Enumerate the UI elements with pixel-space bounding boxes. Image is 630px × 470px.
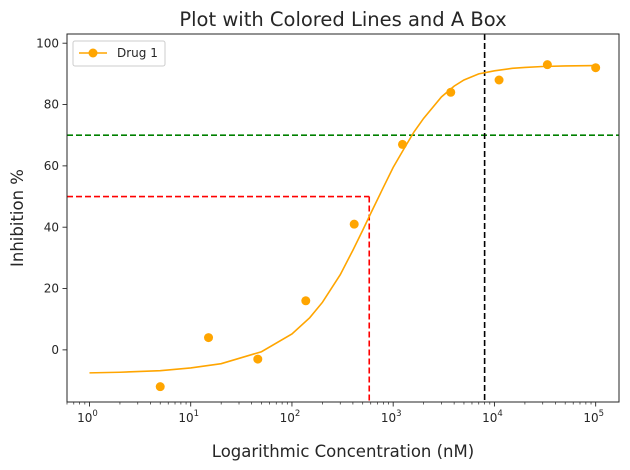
y-tick-label: 40 [44, 220, 59, 234]
y-tick-label: 100 [36, 36, 59, 50]
x-axis-title: Logarithmic Concentration (nM) [212, 442, 474, 461]
legend: Drug 1 [72, 40, 166, 67]
x-major-ticks: 100 101 102 103 104 105 [77, 402, 604, 425]
plot-background [67, 34, 619, 402]
x-tick-label: 104 [482, 409, 503, 425]
data-point [397, 139, 407, 149]
legend-marker [88, 48, 98, 58]
reference-lines [67, 34, 619, 402]
data-point [591, 63, 601, 73]
x-tick-label: 100 [77, 409, 98, 425]
y-tick-label: 60 [44, 159, 59, 173]
x-tick-label: 105 [583, 409, 604, 425]
plot-area: 100 101 102 103 104 105 0 20 40 60 80 100 [36, 33, 620, 425]
legend-label: Drug 1 [117, 46, 158, 60]
data-point [349, 219, 359, 229]
x-tick-label: 102 [280, 409, 301, 425]
chart-title: Plot with Colored Lines and A Box [179, 8, 506, 31]
data-point [446, 87, 456, 97]
data-point [542, 60, 552, 70]
data-point [155, 382, 165, 392]
x-tick-label: 101 [178, 409, 199, 425]
data-point [204, 333, 214, 343]
y-tick-label: 80 [44, 98, 59, 112]
y-axis-title: Inhibition % [8, 169, 27, 267]
data-points [155, 60, 601, 392]
plot-frame [66, 33, 620, 403]
data-point [301, 296, 311, 306]
data-point [253, 354, 263, 364]
y-tick-label: 20 [44, 282, 59, 296]
legend-box [72, 40, 166, 67]
y-tick-label: 0 [51, 343, 59, 357]
x-tick-label: 103 [381, 409, 402, 425]
fit-curve [89, 64, 596, 374]
data-point [494, 75, 504, 85]
y-ticks: 0 20 40 60 80 100 [36, 36, 67, 357]
